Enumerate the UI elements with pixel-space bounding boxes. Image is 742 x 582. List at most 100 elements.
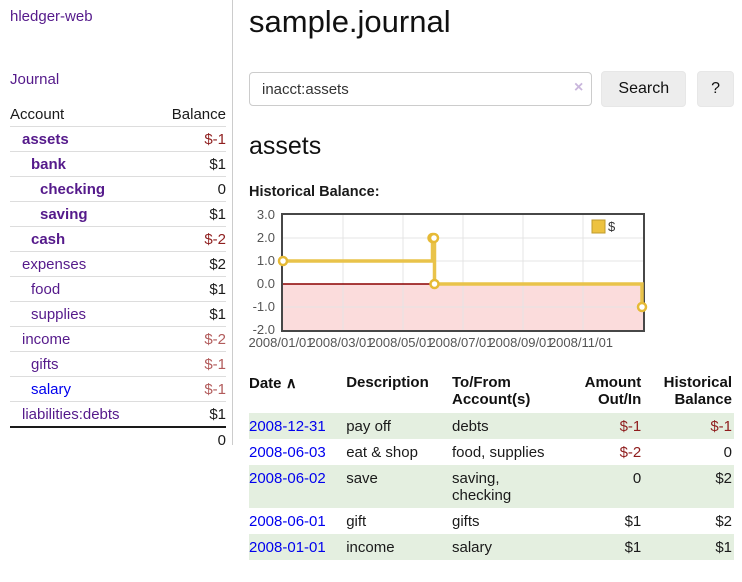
account-link-income[interactable]: income <box>22 330 71 348</box>
account-link-gifts[interactable]: gifts <box>31 355 59 373</box>
transaction-date-link[interactable]: 2008-12-31 <box>249 417 326 435</box>
account-row-expenses: expenses $2 <box>10 251 226 277</box>
account-row-supplies: supplies $1 <box>10 301 226 327</box>
account-link-supplies[interactable]: supplies <box>31 305 87 323</box>
register-header-date[interactable]: Date ∧ <box>249 371 346 413</box>
sidebar: hledger-web Journal Account Balance asse… <box>0 0 233 452</box>
transaction-balance: $2 <box>715 469 732 487</box>
account-link-assets[interactable]: assets <box>22 130 69 148</box>
legend-label: $ <box>608 219 616 234</box>
account-heading: assets <box>249 132 322 160</box>
sidebar-item-journal[interactable]: Journal <box>10 71 226 88</box>
y-tick: 1.0 <box>256 253 275 268</box>
help-button[interactable]: ? <box>697 71 734 107</box>
account-row-bank: bank $1 <box>10 151 226 177</box>
chart-title: Historical Balance: <box>249 184 380 200</box>
account-row-saving: saving $1 <box>10 201 226 227</box>
account-row-cash: cash $-2 <box>10 226 226 252</box>
account-link-cash[interactable]: cash <box>31 230 66 248</box>
account-balance: $1 <box>154 201 226 227</box>
account-link-saving[interactable]: saving <box>40 205 88 223</box>
register-row: 2008-06-01 gift gifts $1 $2 <box>249 508 734 534</box>
transaction-amount: $-1 <box>619 417 642 435</box>
gridlines <box>283 215 643 330</box>
y-tick: 0.0 <box>256 276 275 291</box>
search-box: × <box>249 72 593 106</box>
register-header-amount: Amount Out/In <box>584 374 642 408</box>
accounts-header-row: Account Balance <box>10 102 226 127</box>
transaction-accounts: saving, checking <box>451 469 512 504</box>
transaction-balance: $2 <box>715 512 732 530</box>
register-row: 2008-06-03 eat & shop food, supplies $-2… <box>249 439 734 465</box>
date-header-label: Date <box>249 375 282 392</box>
transaction-description: income <box>346 538 395 556</box>
historical-balance-chart: 3.0 2.0 1.0 0.0 -1.0 -2.0 <box>248 207 719 356</box>
clear-search-icon[interactable]: × <box>574 79 584 96</box>
transaction-accounts: food, supplies <box>451 443 545 461</box>
account-link-bank[interactable]: bank <box>31 155 67 173</box>
transaction-description: save <box>346 469 378 487</box>
app-title-text[interactable]: hledger-web <box>10 8 93 25</box>
search-form: × Search ? <box>249 71 734 107</box>
transaction-date-link[interactable]: 2008-06-01 <box>249 512 326 530</box>
account-link-salary[interactable]: salary <box>31 380 72 398</box>
data-points <box>277 232 648 313</box>
chart-legend: $ <box>591 219 616 234</box>
y-tick: -1.0 <box>252 299 275 314</box>
x-tick: 2008/07/01 <box>428 335 494 350</box>
register-header-balance: Historical Balance <box>663 374 732 408</box>
transaction-balance: 0 <box>723 443 732 461</box>
x-tick: 2008/11/01 <box>548 335 614 350</box>
account-balance: $2 <box>154 251 226 277</box>
transaction-amount: $1 <box>624 512 642 530</box>
register-row: 2008-12-31 pay off debts $-1 $-1 <box>249 413 734 439</box>
account-balance: $-2 <box>154 326 226 352</box>
transaction-balance: $1 <box>715 538 732 556</box>
accounts-header-balance: Balance <box>171 105 226 123</box>
transaction-description: gift <box>346 512 367 530</box>
x-tick: 2008/09/01 <box>488 335 554 350</box>
x-tick: 2008/01/01 <box>248 335 314 350</box>
x-tick: 2008/03/01 <box>308 335 374 350</box>
page-title: sample.journal <box>249 4 451 39</box>
chart-plot-area: $ <box>277 213 648 332</box>
account-balance: 0 <box>154 176 226 202</box>
app-title-link[interactable]: hledger-web <box>10 8 226 25</box>
register-row: 2008-01-01 income salary $1 $1 <box>249 534 734 560</box>
transaction-description: pay off <box>346 417 391 435</box>
accounts-total-row: 0 <box>10 426 226 452</box>
page: hledger-web Journal Account Balance asse… <box>0 0 734 560</box>
account-link-liabilities-debts[interactable]: liabilities:debts <box>22 405 120 423</box>
account-row-income: income $-2 <box>10 326 226 352</box>
legend-swatch <box>591 219 606 234</box>
search-input[interactable] <box>249 72 593 106</box>
transaction-accounts: salary <box>451 538 492 556</box>
accounts-table: Account Balance assets $-1 bank $1 check… <box>10 102 226 452</box>
account-balance: $1 <box>154 401 226 427</box>
account-balance: $-1 <box>154 376 226 402</box>
account-balance: $1 <box>154 276 226 302</box>
chart-canvas: $ <box>277 215 648 330</box>
transaction-date-link[interactable]: 2008-06-03 <box>249 443 326 461</box>
accounts-total-value: 0 <box>154 426 226 452</box>
y-tick: -2.0 <box>252 322 275 337</box>
transaction-accounts: gifts <box>451 512 480 530</box>
account-link-expenses[interactable]: expenses <box>22 255 87 273</box>
transaction-amount: $-2 <box>619 443 642 461</box>
transaction-balance: $-1 <box>710 417 732 435</box>
transaction-amount: 0 <box>632 469 642 487</box>
account-link-checking[interactable]: checking <box>40 180 106 198</box>
journal-link-text[interactable]: Journal <box>10 71 60 88</box>
search-button[interactable]: Search <box>601 71 687 107</box>
register-header-row: Date ∧ Description To/From Account(s) Am… <box>249 371 734 413</box>
transaction-amount: $1 <box>624 538 642 556</box>
account-row-checking: checking 0 <box>10 176 226 202</box>
account-balance: $-2 <box>154 226 226 252</box>
account-row-liabilities-debts: liabilities:debts $1 <box>10 401 226 427</box>
account-balance: $-1 <box>154 351 226 377</box>
transaction-date-link[interactable]: 2008-01-01 <box>249 538 326 556</box>
transaction-date-link[interactable]: 2008-06-02 <box>249 469 326 487</box>
account-link-food[interactable]: food <box>31 280 61 298</box>
transaction-accounts: debts <box>451 417 489 435</box>
transaction-description: eat & shop <box>346 443 418 461</box>
